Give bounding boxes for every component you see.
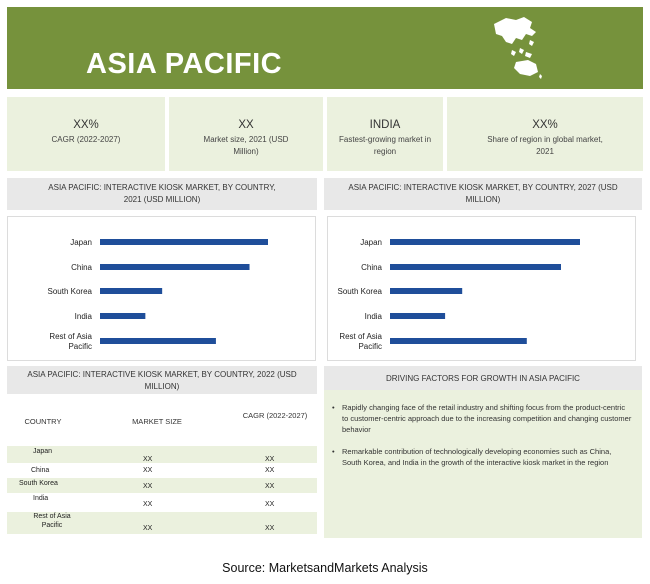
- bar-south-korea: [100, 288, 163, 294]
- category-label: Rest of Asia Pacific: [49, 332, 92, 351]
- chart-2021-title: ASIA PACIFIC: INTERACTIVE KIOSK MARKET, …: [7, 178, 317, 210]
- kpi-row: XX% CAGR (2022-2027) XX Market size, 202…: [7, 97, 643, 171]
- row-size: XX: [143, 456, 153, 463]
- page-title: ASIA PACIFIC: [86, 48, 283, 80]
- category-label: Japan: [70, 238, 92, 247]
- table-header-market-size: MARKET SIZE: [132, 417, 182, 426]
- row-size: XX: [143, 483, 153, 490]
- category-label: Rest of Asia Pacific: [339, 332, 382, 351]
- bar-south-korea: [390, 288, 463, 294]
- row-country: China: [31, 467, 50, 474]
- table-header-country: COUNTRY: [24, 417, 62, 426]
- bar-india: [390, 313, 446, 319]
- row-size: XX: [143, 525, 153, 532]
- bar-china: [390, 264, 561, 270]
- row-cagr: XX: [265, 525, 275, 532]
- table-row: Rest of Asia Pacific XX XX: [7, 512, 317, 534]
- table-header-cagr: CAGR (2022-2027): [242, 411, 308, 420]
- table-row: China XX XX: [7, 464, 317, 477]
- row-country: South Korea: [19, 480, 58, 487]
- kpi-label: Fastest-growing market in region: [338, 135, 432, 156]
- row-cagr: XX: [265, 467, 275, 474]
- kpi-share: XX% Share of region in global market, 20…: [447, 97, 643, 171]
- table-title-text: ASIA PACIFIC: INTERACTIVE KIOSK MARKET, …: [27, 370, 297, 391]
- category-label: South Korea: [48, 287, 93, 296]
- row-country: India: [33, 495, 49, 502]
- chart-2027-title: ASIA PACIFIC: INTERACTIVE KIOSK MARKET, …: [324, 178, 642, 210]
- category-label: China: [71, 263, 92, 272]
- bar-china: [100, 264, 250, 270]
- category-label: South Korea: [338, 287, 383, 296]
- table-row: India XX XX: [7, 494, 317, 511]
- chart-title: ASIA PACIFIC: INTERACTIVE KIOSK MARKET, …: [48, 183, 276, 204]
- kpi-label: Market size, 2021 (USD Million): [203, 135, 289, 156]
- kpi-cagr: XX% CAGR (2022-2027): [7, 97, 165, 171]
- chart-2021: Japan China South Korea India Rest of Asia Pa…: [7, 216, 316, 361]
- category-label: India: [365, 312, 383, 321]
- chart-2027: Japan China South Korea India Rest of Asia Pa…: [327, 216, 636, 361]
- row-country: Japan: [33, 448, 53, 455]
- driver-text: Remarkable contribution of technological…: [342, 447, 612, 467]
- table-row: South Korea XX XX: [7, 478, 317, 493]
- bar-rest-of-asia-pacific: [390, 338, 527, 344]
- chart-2027-svg: Japan China South Korea India Rest of Asia Pa…: [338, 238, 580, 351]
- kpi-value: INDIA: [369, 119, 401, 131]
- table-title: ASIA PACIFIC: INTERACTIVE KIOSK MARKET, …: [7, 366, 317, 394]
- bar-rest-of-asia-pacific: [100, 338, 216, 344]
- row-country: Rest of Asia Pacific: [33, 513, 71, 529]
- category-label: India: [75, 312, 93, 321]
- country-table: COUNTRY MARKET SIZE CAGR (2022-2027) Jap…: [7, 394, 317, 534]
- drivers-title: DRIVING FACTORS FOR GROWTH IN ASIA PACIF…: [324, 366, 642, 390]
- bar-japan: [390, 239, 580, 245]
- row-cagr: XX: [265, 501, 275, 508]
- chart-2021-svg: Japan China South Korea India Rest of Asia Pa…: [48, 238, 268, 351]
- source-note: Source: MarketsandMarkets Analysis: [222, 561, 428, 575]
- drivers-panel: • Rapidly changing face of the retail in…: [324, 390, 642, 538]
- header-banner: [7, 7, 643, 89]
- kpi-value: XX%: [532, 119, 558, 131]
- category-label: China: [361, 263, 382, 272]
- kpi-value: XX%: [73, 119, 99, 131]
- row-size: XX: [143, 501, 153, 508]
- chart-title: ASIA PACIFIC: INTERACTIVE KIOSK MARKET, …: [348, 183, 618, 204]
- kpi-label: CAGR (2022-2027): [51, 135, 121, 144]
- kpi-fastest-growing: INDIA Fastest-growing market in region: [327, 97, 443, 171]
- kpi-label: Share of region in global market, 2021: [487, 135, 603, 156]
- asia-pacific-map-icon: [494, 17, 542, 79]
- driver-item: • Rapidly changing face of the retail in…: [332, 403, 632, 434]
- drivers-title-text: DRIVING FACTORS FOR GROWTH IN ASIA PACIF…: [386, 374, 580, 383]
- driver-text: Rapidly changing face of the retail indu…: [342, 403, 632, 434]
- bar-japan: [100, 239, 268, 245]
- row-cagr: XX: [265, 483, 275, 490]
- kpi-value: XX: [238, 119, 254, 131]
- row-cagr: XX: [265, 456, 275, 463]
- bar-india: [100, 313, 146, 319]
- row-size: XX: [143, 467, 153, 474]
- table-row: Japan XX XX: [7, 446, 317, 463]
- kpi-market-size: XX Market size, 2021 (USD Million): [169, 97, 323, 171]
- category-label: Japan: [360, 238, 382, 247]
- driver-item: • Remarkable contribution of technologic…: [332, 446, 632, 468]
